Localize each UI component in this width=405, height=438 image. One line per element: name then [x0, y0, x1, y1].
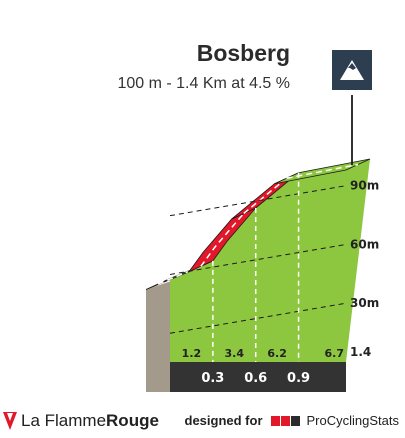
- distance-end-label: 1.4: [350, 345, 371, 359]
- procyclingstats-credit: designed for ProCyclingStats: [185, 413, 400, 428]
- gradient-label: 3.4: [225, 347, 245, 360]
- brand-left-bold: Rouge: [106, 411, 159, 430]
- brand-left-regular: La Flamme: [21, 411, 107, 430]
- elevation-tick-label: 90m: [350, 179, 379, 193]
- mountain-shape: [340, 60, 364, 80]
- km-marker-label: 0.6: [244, 371, 267, 386]
- mountain-snowcap: [348, 63, 356, 70]
- climb-stats: 100 m - 1.4 Km at 4.5 %: [117, 75, 290, 92]
- mountain-summit-icon: [332, 50, 372, 90]
- profile-front-face: [170, 159, 370, 362]
- designed-for-label: designed for: [184, 413, 263, 428]
- pcs-logo-icon: [270, 415, 301, 426]
- km-marker-label: 0.9: [287, 371, 310, 386]
- segment-centerline: [200, 212, 245, 267]
- elevation-tick-label: 30m: [350, 296, 379, 310]
- elevation-gridline: [169, 185, 347, 217]
- km-marker-label: 0.3: [201, 371, 224, 386]
- climb-title: Bosberg: [196, 40, 290, 66]
- gradient-label: 1.2: [182, 347, 202, 360]
- segment-centerline: [157, 265, 202, 285]
- distance-base-band: [146, 362, 346, 392]
- brand-right: ProCyclingStats: [306, 413, 399, 428]
- profile-side-face: [146, 281, 170, 392]
- elevation-gridline: [169, 302, 347, 334]
- gradient-label: 6.7: [325, 347, 345, 360]
- flame-triangle-icon: [3, 412, 17, 430]
- la-flamme-rouge-logo: La Flamme Rouge: [0, 410, 159, 432]
- elevation-gridline: [169, 243, 347, 275]
- elevation-tick-label: 60m: [350, 237, 379, 251]
- gradient-label: 6.2: [267, 347, 287, 360]
